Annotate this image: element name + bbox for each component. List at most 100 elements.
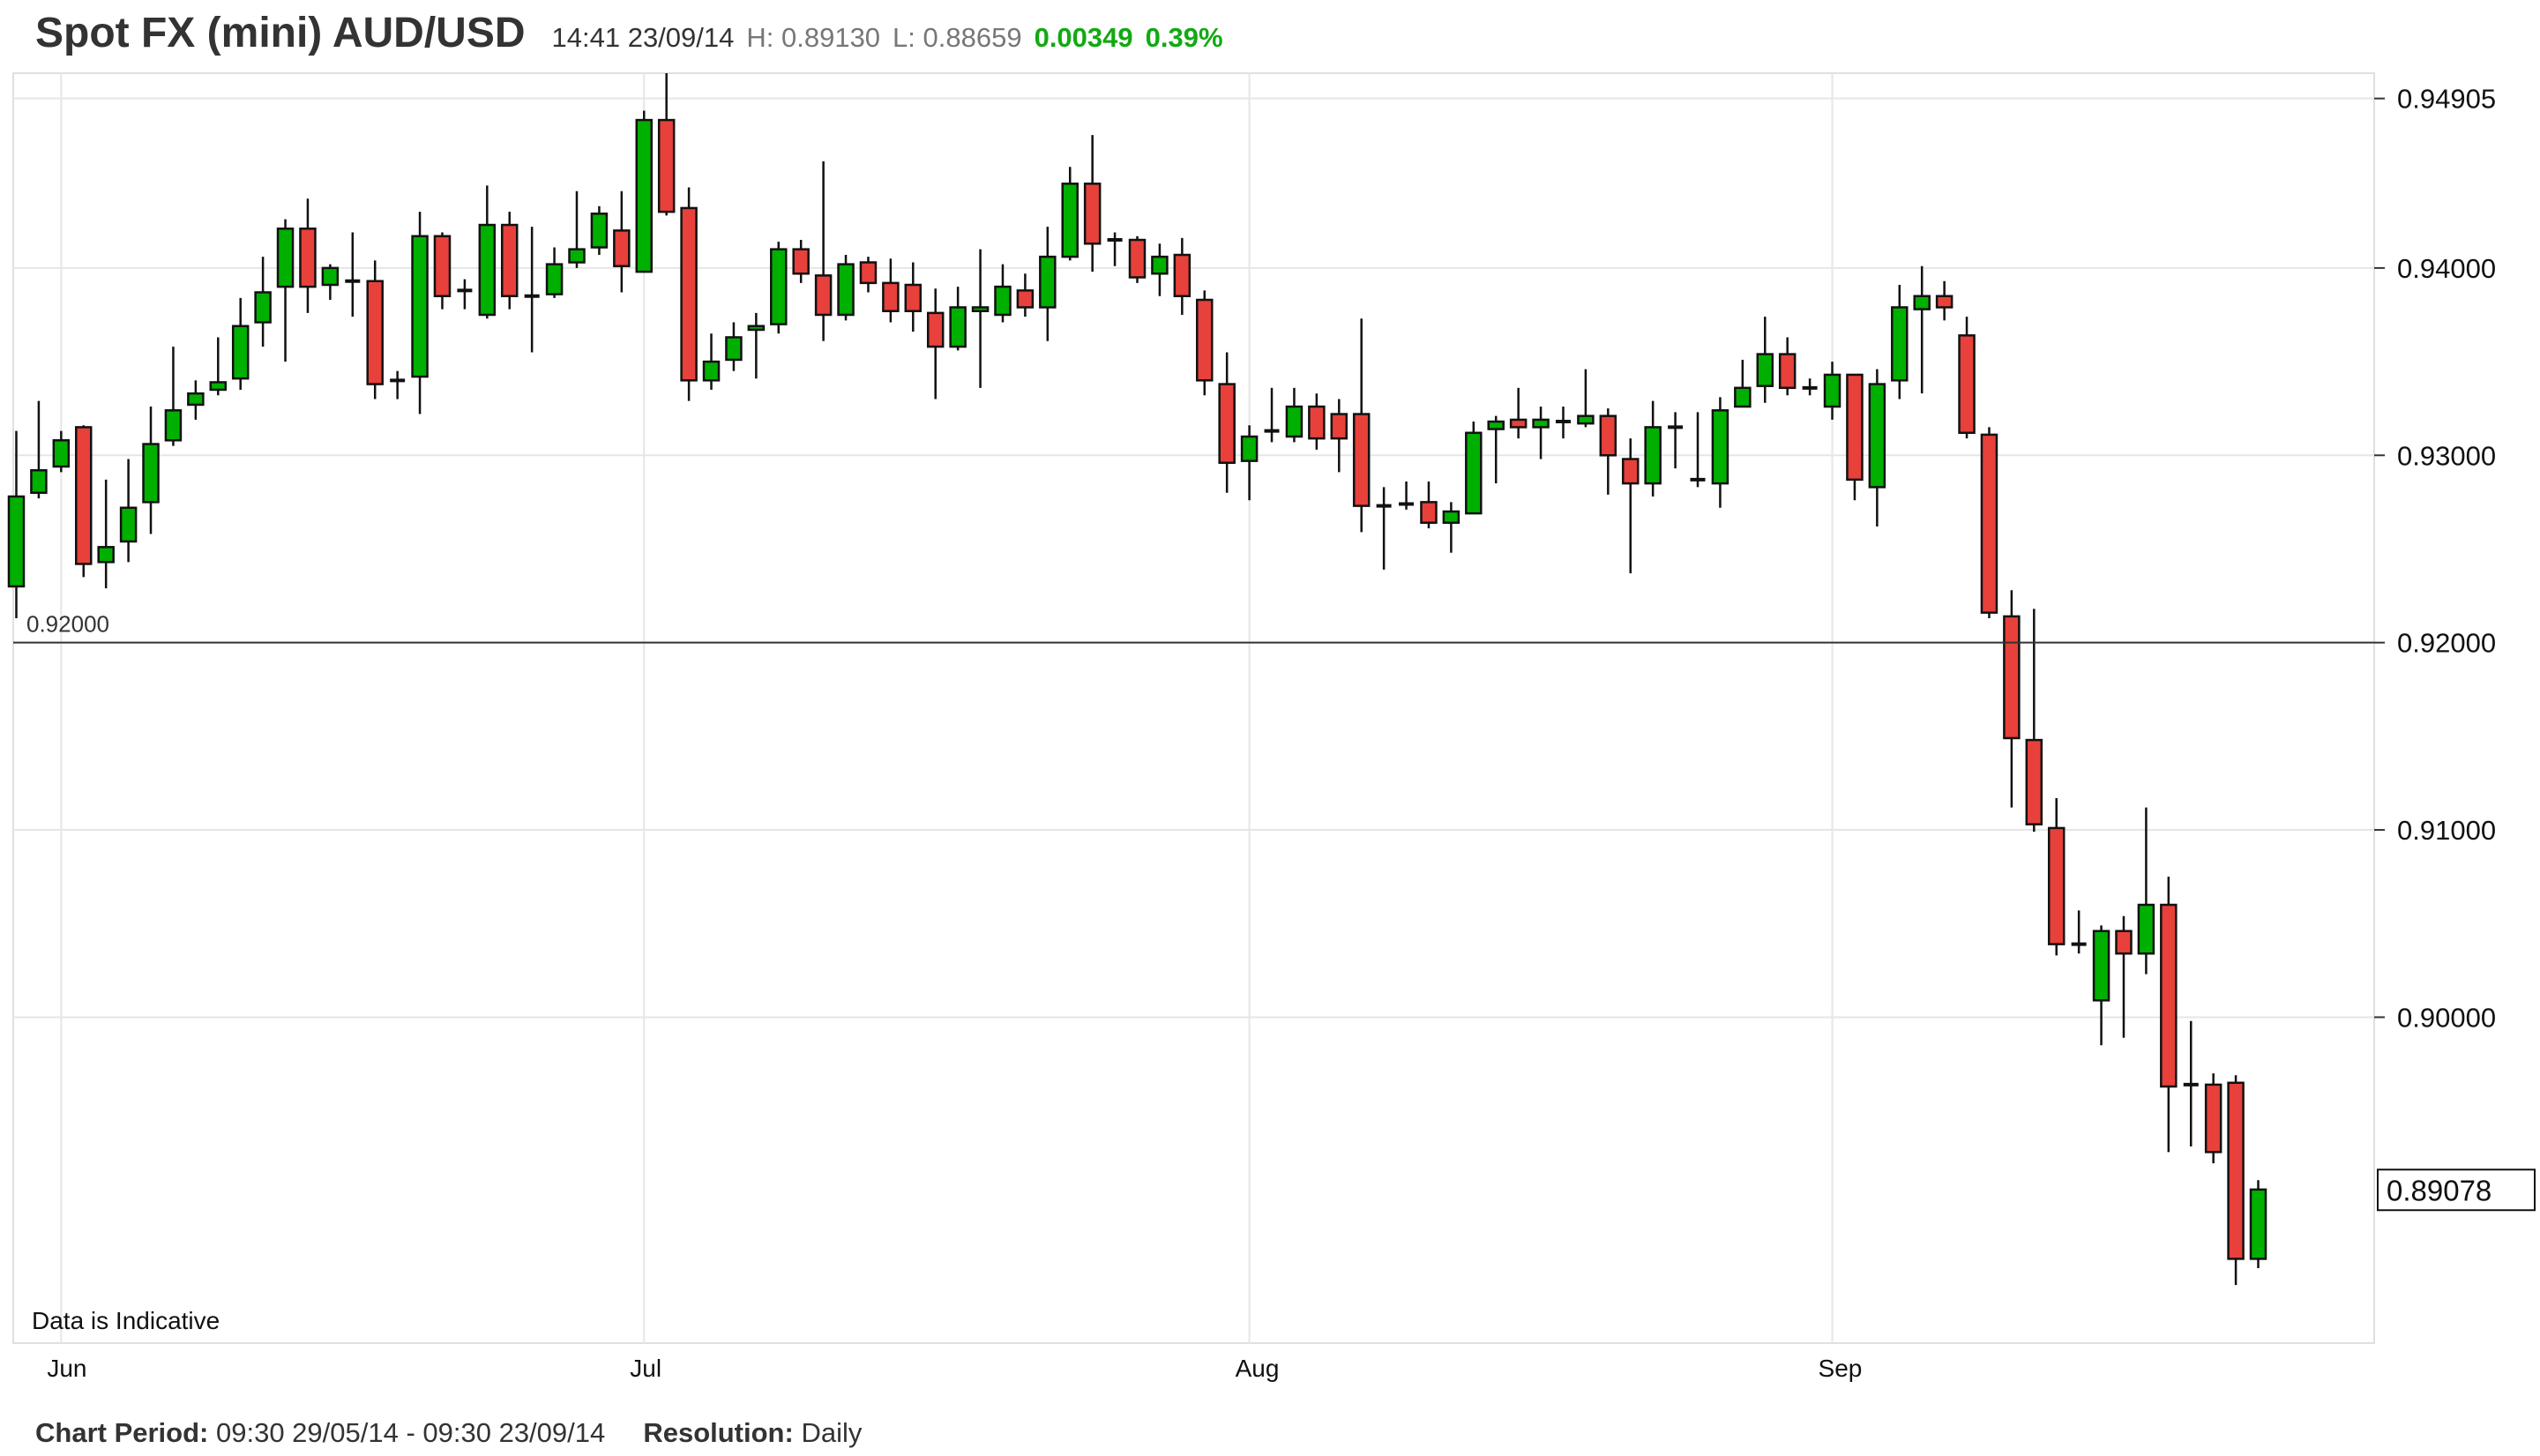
candle-body-up [478, 223, 497, 317]
y-tick-label: 0.94000 [2397, 253, 2496, 284]
candle-body-up [7, 495, 26, 588]
candle-body-down [859, 261, 878, 285]
axes: 0.94905 0.94000 0.93000 0.92000 0.91000 0.900… [13, 84, 2536, 1382]
candle [411, 212, 429, 414]
candle-body-down [680, 206, 698, 382]
data-indicative-note: Data is Indicative [32, 1307, 220, 1334]
candle [433, 232, 452, 310]
candle [1330, 399, 1348, 473]
candle-body-down [814, 274, 833, 317]
candle [1308, 393, 1326, 450]
candle-body-up [545, 263, 564, 295]
candle-body-up [971, 306, 990, 312]
candle [2003, 590, 2021, 808]
candle [457, 279, 473, 310]
resolution-label: Resolution: [643, 1417, 794, 1448]
candle [345, 232, 361, 317]
candle-body-up [254, 291, 272, 324]
candle-body-up [1823, 373, 1842, 408]
candle [837, 255, 855, 321]
candle-body-up [1913, 295, 1931, 310]
candle [1555, 407, 1571, 439]
candle [657, 73, 676, 216]
candle [1690, 412, 1706, 488]
candle-body-up [119, 506, 138, 543]
candle-body-up [2137, 903, 2155, 955]
candle [1016, 273, 1035, 317]
candle [52, 430, 71, 473]
candle-body-up [231, 325, 250, 380]
candle [1644, 400, 1662, 497]
candle-body-up [164, 409, 183, 442]
candle-body-down [792, 248, 810, 275]
candle-body-up [1442, 510, 1460, 524]
candle-body-down [1935, 295, 1954, 309]
candle-body-down [1083, 183, 1102, 245]
candle-body-down [2115, 930, 2133, 955]
x-tick-label-jun: Jun [47, 1355, 86, 1382]
candle [1465, 422, 1483, 515]
candle-body-down [1958, 334, 1976, 435]
resolution-value: Daily [801, 1417, 863, 1448]
candle-body-up [1465, 431, 1483, 515]
candle [926, 288, 945, 399]
x-tick-label-sep: Sep [1819, 1355, 1863, 1382]
candle [2227, 1075, 2245, 1286]
candle-body-up [187, 392, 205, 407]
candle [209, 337, 228, 396]
y-tick-label: 0.93000 [2397, 440, 2496, 471]
candle [2025, 609, 2043, 833]
candle [770, 242, 788, 334]
candle [75, 425, 93, 578]
candle [747, 312, 766, 379]
candle [1487, 415, 1505, 484]
candle-body-up [411, 235, 429, 378]
candle [1061, 167, 1079, 261]
candle [1352, 318, 1371, 533]
candle-body-up [1734, 386, 1752, 408]
candle [949, 287, 967, 351]
candle-body-up [635, 118, 654, 273]
candle-body-down [1980, 433, 1998, 614]
price-change-pct: 0.39% [1145, 22, 1223, 53]
candle-body-up [949, 306, 967, 348]
candle [2183, 1020, 2199, 1146]
candle-body-down [500, 223, 519, 297]
candle-body-down [2227, 1081, 2245, 1260]
x-tick-label-jul: Jul [630, 1355, 661, 1382]
candle-body-down [1846, 373, 1864, 482]
candle [1264, 387, 1280, 443]
candle-body-up [725, 336, 743, 362]
candle-body-down [1128, 238, 1147, 279]
candle [2071, 910, 2087, 954]
candle [1823, 362, 1842, 420]
candle-body-up [321, 266, 340, 287]
candle-body-down [1352, 413, 1371, 507]
candle [1083, 135, 1102, 273]
candle [635, 110, 654, 273]
price-change: 0.00349 [1034, 22, 1133, 53]
candle-body-down [904, 283, 923, 312]
candle [321, 264, 340, 300]
day-low: L: 0.88659 [893, 22, 1022, 53]
reference-line-label: 0.92000 [26, 611, 109, 638]
candle-body-up [568, 248, 586, 264]
candle [2160, 877, 2178, 1153]
candle-body-down [882, 281, 900, 312]
candle-body-down [657, 118, 676, 213]
candle [7, 430, 26, 619]
candle-body-up [1532, 418, 1550, 429]
candle-body-up [702, 360, 721, 382]
candle-body-up [1756, 353, 1774, 387]
candle [366, 260, 384, 399]
candle [2137, 807, 2155, 974]
candle [702, 333, 721, 390]
candle-body-up [1487, 420, 1505, 430]
candle [2249, 1180, 2267, 1269]
candle-body-down [299, 228, 317, 288]
plot-frame [12, 72, 2375, 1344]
candle [1958, 317, 1976, 439]
candle-body-down [1509, 418, 1528, 429]
x-tick-label-aug: Aug [1236, 1355, 1280, 1382]
candle-body-up [1151, 255, 1169, 275]
